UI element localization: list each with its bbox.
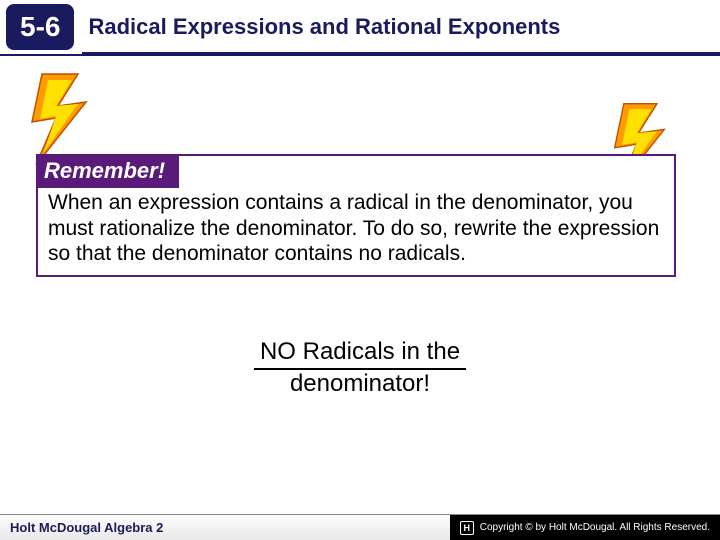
footer-textbook: Holt McDougal Algebra 2 (0, 520, 163, 535)
publisher-logo-icon: H (460, 521, 474, 535)
copyright-text: Copyright © by Holt McDougal. All Rights… (480, 522, 710, 533)
emphasis-line1: NO Radicals in the (254, 338, 466, 370)
lightning-icon (30, 72, 100, 167)
emphasis-text: NO Radicals in the denominator! (0, 338, 720, 398)
lesson-number-badge: 5-6 (6, 4, 74, 50)
emphasis-line2: denominator! (290, 370, 430, 397)
slide-header: 5-6 Radical Expressions and Rational Exp… (0, 0, 720, 56)
footer-copyright: H Copyright © by Holt McDougal. All Righ… (450, 515, 720, 540)
callout-body: When an expression contains a radical in… (38, 188, 674, 275)
remember-callout: Remember! When an expression contains a … (36, 154, 676, 277)
slide-title: Radical Expressions and Rational Exponen… (82, 0, 720, 54)
slide-footer: Holt McDougal Algebra 2 H Copyright © by… (0, 514, 720, 540)
callout-title: Remember! (36, 154, 179, 188)
